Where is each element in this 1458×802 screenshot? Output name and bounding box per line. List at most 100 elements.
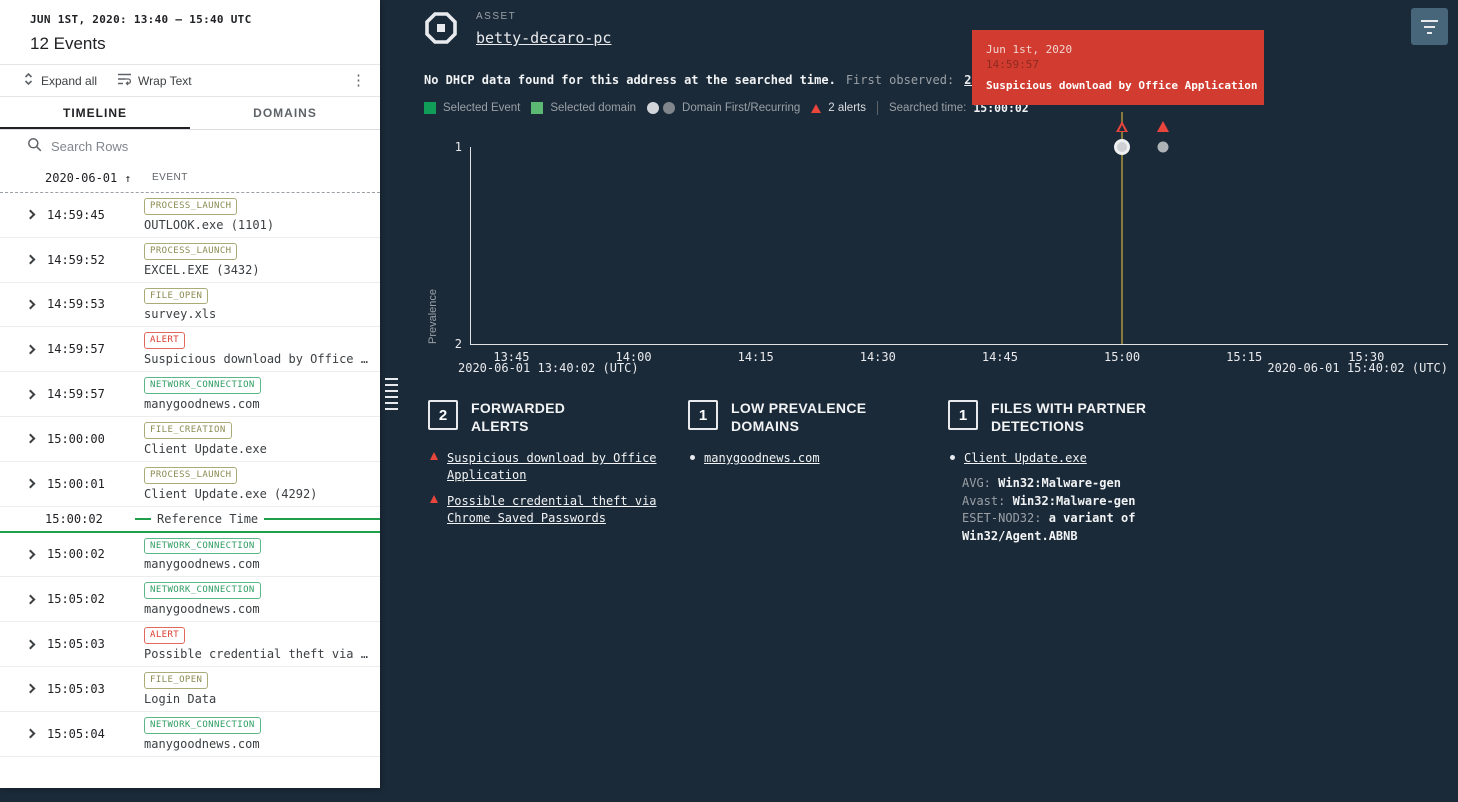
tab-timeline[interactable]: TIMELINE: [0, 97, 190, 129]
expand-chevron-icon[interactable]: [25, 344, 36, 355]
event-time: 14:59:57: [47, 342, 105, 357]
event-cell: PROCESS_LAUNCH OUTLOOK.exe (1101): [144, 193, 278, 237]
detection-engine: ESET-NOD32:: [962, 511, 1042, 526]
event-row[interactable]: 14:59:57 NETWORK_CONNECTION manygoodnews.c…: [0, 372, 380, 417]
event-type-badge: FILE_OPEN: [144, 287, 209, 305]
event-tooltip: Jun 1st, 2020 14:59:57 Suspicious downlo…: [972, 30, 1264, 105]
card-count-badge: 1: [688, 400, 718, 430]
event-cell: FILE_CREATION Client Update.exe: [144, 417, 271, 461]
wrap-text-button[interactable]: Wrap Text: [117, 72, 192, 89]
card-item-link[interactable]: manygoodnews.com: [704, 451, 820, 465]
event-description: Suspicious download by Office …: [144, 352, 368, 367]
event-row[interactable]: 14:59:57 ALERT Suspicious download by Offi…: [0, 327, 380, 373]
event-time: 15:00:02: [47, 547, 105, 562]
filter-button[interactable]: [1411, 8, 1448, 45]
event-time: 14:59:45: [47, 207, 105, 222]
event-type-badge: ALERT: [144, 332, 186, 350]
event-time: 15:00:00: [47, 431, 105, 446]
asset-chip-icon: [422, 9, 460, 52]
expand-chevron-icon[interactable]: [25, 594, 36, 605]
event-description: manygoodnews.com: [144, 557, 260, 572]
expand-chevron-icon[interactable]: [25, 389, 36, 400]
events-count: 12 Events: [30, 34, 106, 53]
event-row[interactable]: 14:59:53 FILE_OPEN survey.xls: [0, 283, 380, 328]
summary-card: 1 FILES WITH PARTNER DETECTIONS Client Upd…: [948, 400, 1186, 545]
event-type-badge: FILE_CREATION: [144, 421, 232, 439]
event-time: 14:59:53: [47, 297, 105, 312]
card-list-item: Possible credential theft via Chrome Sav…: [430, 493, 688, 528]
more-options-icon[interactable]: ⋮: [351, 72, 366, 89]
alert-triangle-icon: [430, 494, 438, 503]
expand-chevron-icon[interactable]: [25, 728, 36, 739]
expand-chevron-icon[interactable]: [25, 639, 36, 650]
card-item-link[interactable]: Client Update.exe: [964, 451, 1087, 465]
card-list: manygoodnews.com: [690, 450, 948, 467]
chart-legend: Selected Event Selected domain Domain Fi…: [424, 101, 1029, 115]
event-row[interactable]: 15:05:03 ALERT Possible credential theft v…: [0, 622, 380, 667]
x-range-start: 2020-06-01 13:40:02 (UTC): [458, 361, 639, 375]
event-cell: NETWORK_CONNECTION manygoodnews.com: [144, 577, 265, 621]
alert-triangle-marker[interactable]: [1157, 121, 1170, 132]
search-input[interactable]: [51, 139, 368, 154]
expand-chevron-icon[interactable]: [25, 683, 36, 694]
x-tick-label: 13:45: [493, 350, 530, 364]
asset-name-link[interactable]: betty-decaro-pc: [476, 29, 612, 47]
expand-all-label: Expand all: [41, 73, 98, 88]
card-item-link[interactable]: Possible credential theft via Chrome Sav…: [447, 493, 657, 526]
x-tick-label: 15:00: [1103, 350, 1141, 364]
event-type-badge: NETWORK_CONNECTION: [144, 582, 261, 600]
events-panel: JUN 1ST, 2020: 13:40 – 15:40 UTC 12 Even…: [0, 0, 380, 788]
domain-first-icon: [647, 102, 660, 114]
event-description: survey.xls: [144, 307, 217, 322]
event-type-badge: FILE_OPEN: [144, 671, 209, 689]
event-row[interactable]: 15:05:03 FILE_OPEN Login Data: [0, 667, 380, 712]
detection-line: Avast: Win32:Malware-gen: [962, 493, 1174, 510]
expand-all-button[interactable]: Expand all: [22, 72, 97, 89]
event-row[interactable]: 15:00:02 NETWORK_CONNECTION manygoodnews.c…: [0, 533, 380, 578]
event-description: Possible credential theft via …: [144, 646, 368, 661]
event-cell: PROCESS_LAUNCH Client Update.exe (4292): [144, 462, 321, 506]
event-row[interactable]: 14:59:45 PROCESS_LAUNCH OUTLOOK.exe (1101): [0, 193, 380, 238]
bullet-dot-icon: [950, 455, 955, 460]
expand-chevron-icon[interactable]: [25, 433, 36, 444]
search-rows-bar: [0, 130, 380, 163]
expand-chevron-icon[interactable]: [25, 254, 36, 265]
main-panel: ASSET betty-decaro-pc No DHCP data found…: [420, 0, 1458, 802]
card-item-link[interactable]: Suspicious download by Office Applicatio…: [447, 451, 657, 483]
detection-engine: Avast:: [962, 493, 1006, 508]
event-description: Client Update.exe: [144, 441, 267, 456]
x-tick-label: 14:45: [981, 350, 1018, 364]
domain-event-marker[interactable]: [1157, 141, 1169, 153]
y-tick-1: 1: [454, 140, 462, 154]
expand-chevron-icon[interactable]: [25, 478, 36, 489]
reference-time: 15:00:02: [45, 511, 103, 526]
event-row[interactable]: 15:05:04 NETWORK_CONNECTION manygoodnews.c…: [0, 712, 380, 757]
event-rows: 14:59:45 PROCESS_LAUNCH OUTLOOK.exe (1101)…: [0, 193, 380, 757]
alert-triangle-icon: [811, 103, 822, 113]
event-type-badge: NETWORK_CONNECTION: [144, 377, 261, 394]
partner-detections: AVG: Win32:Malware-gen Avast: Win32:Malwa…: [962, 475, 1174, 545]
domain-event-marker[interactable]: [1114, 139, 1131, 155]
detection-name: a variant of Win32/Agent.ABNB: [962, 511, 1136, 543]
event-row[interactable]: 14:59:52 PROCESS_LAUNCH EXCEL.EXE (3432): [0, 238, 380, 283]
date-column-header[interactable]: 2020-06-01 ↑: [45, 170, 132, 185]
x-tick-label: 14:00: [615, 350, 652, 364]
detection-name: Win32:Malware-gen: [998, 476, 1121, 491]
event-time: 15:05:04: [47, 726, 105, 741]
event-row[interactable]: 15:00:00 FILE_CREATION Client Update.exe: [0, 417, 380, 462]
event-row[interactable]: 15:05:02 NETWORK_CONNECTION manygoodnews.c…: [0, 577, 380, 623]
tab-domains[interactable]: DOMAINS: [253, 106, 317, 120]
legend-domain-first-recurring: Domain First/Recurring: [647, 102, 800, 114]
detection-line: AVG: Win32:Malware-gen: [962, 475, 1174, 492]
expand-chevron-icon[interactable]: [25, 209, 36, 220]
card-title: FORWARDED ALERTS: [471, 400, 566, 434]
event-description: manygoodnews.com: [144, 736, 260, 751]
reference-line: [135, 517, 151, 520]
expand-chevron-icon[interactable]: [25, 299, 36, 310]
expand-chevron-icon[interactable]: [25, 549, 36, 560]
event-row[interactable]: 15:00:01 PROCESS_LAUNCH Client Update.exe …: [0, 462, 380, 507]
panel-resize-handle[interactable]: [385, 378, 398, 410]
sort-ascending-icon[interactable]: ↑: [124, 171, 132, 185]
card-list: Suspicious download by Office Applicatio…: [430, 450, 688, 528]
alert-triangle-marker[interactable]: [1116, 121, 1129, 132]
